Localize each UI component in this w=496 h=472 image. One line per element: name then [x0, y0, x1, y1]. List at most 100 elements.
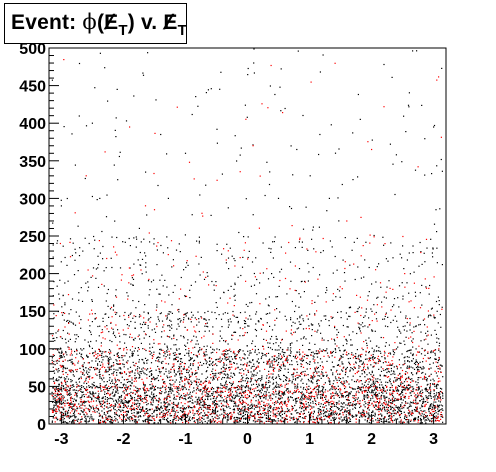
data-point	[270, 411, 272, 413]
data-point	[287, 349, 289, 351]
data-point	[280, 268, 283, 270]
data-point	[153, 415, 155, 417]
data-point	[270, 251, 272, 253]
data-point	[122, 401, 124, 403]
data-point	[387, 421, 389, 423]
data-point	[233, 400, 235, 402]
data-point	[70, 348, 72, 350]
data-point	[400, 382, 402, 384]
data-point	[361, 383, 363, 385]
data-point	[363, 367, 365, 369]
data-point	[357, 310, 359, 313]
data-point	[201, 417, 203, 419]
data-point	[97, 267, 99, 269]
data-point	[435, 358, 437, 360]
data-point	[212, 372, 214, 375]
data-point	[205, 404, 207, 406]
data-point	[402, 394, 404, 396]
data-point	[429, 386, 431, 388]
data-point	[127, 368, 129, 370]
data-point	[297, 327, 300, 329]
data-point	[359, 327, 361, 329]
data-point	[226, 396, 228, 398]
data-point	[234, 405, 236, 407]
data-point	[277, 374, 280, 376]
data-point	[269, 358, 271, 360]
data-point	[63, 421, 65, 424]
data-point	[260, 380, 262, 382]
data-point	[419, 391, 421, 394]
data-point	[274, 402, 276, 404]
data-point	[52, 222, 54, 224]
data-point	[225, 383, 227, 385]
data-point	[148, 318, 150, 320]
data-point	[345, 414, 347, 416]
data-point	[384, 325, 387, 327]
data-point	[129, 349, 131, 351]
data-point	[107, 370, 109, 373]
data-point	[203, 354, 206, 356]
data-point	[240, 409, 242, 411]
data-point	[148, 294, 150, 296]
data-point	[371, 139, 373, 141]
data-point	[386, 389, 388, 391]
data-point	[168, 403, 170, 405]
data-point	[330, 388, 332, 390]
data-point	[106, 399, 108, 401]
data-point	[119, 335, 121, 337]
data-point	[376, 401, 378, 403]
data-point	[408, 388, 410, 390]
data-point	[422, 371, 424, 374]
data-point	[359, 118, 361, 120]
data-point	[218, 314, 220, 316]
data-point	[325, 292, 327, 294]
data-point	[343, 418, 346, 420]
data-point	[409, 412, 411, 414]
data-point	[324, 411, 326, 413]
data-point	[301, 399, 303, 401]
data-point	[179, 384, 181, 386]
data-point	[421, 389, 423, 391]
data-point	[161, 411, 163, 413]
data-point	[348, 393, 350, 395]
data-point	[191, 339, 193, 341]
data-point	[296, 318, 298, 320]
data-point	[173, 344, 175, 346]
data-point	[127, 295, 129, 297]
data-point	[59, 402, 61, 404]
data-point	[303, 375, 306, 377]
data-point	[255, 257, 257, 259]
data-point	[126, 406, 128, 408]
data-point	[262, 383, 264, 385]
data-point	[332, 299, 334, 301]
data-point	[415, 401, 417, 403]
data-point	[390, 413, 393, 415]
data-point	[183, 386, 185, 388]
data-point	[376, 393, 379, 396]
data-point	[287, 359, 289, 361]
data-point	[255, 383, 258, 385]
data-point	[248, 395, 250, 397]
data-point	[160, 393, 162, 395]
data-point	[434, 352, 436, 354]
data-point	[395, 405, 397, 407]
data-point	[145, 266, 147, 268]
data-point	[132, 352, 134, 355]
data-point	[323, 375, 325, 377]
data-point	[273, 413, 275, 415]
data-point	[363, 371, 365, 373]
data-point	[319, 411, 322, 414]
data-point	[294, 369, 296, 371]
data-point	[432, 378, 434, 380]
data-point	[295, 290, 297, 292]
data-point	[225, 364, 228, 366]
data-point	[369, 340, 372, 342]
data-point	[432, 417, 434, 419]
data-point	[264, 405, 266, 408]
data-point	[190, 321, 192, 323]
data-point	[91, 347, 93, 349]
data-point	[98, 409, 100, 411]
data-point	[213, 284, 215, 286]
data-point	[397, 408, 399, 410]
data-point	[341, 361, 343, 363]
